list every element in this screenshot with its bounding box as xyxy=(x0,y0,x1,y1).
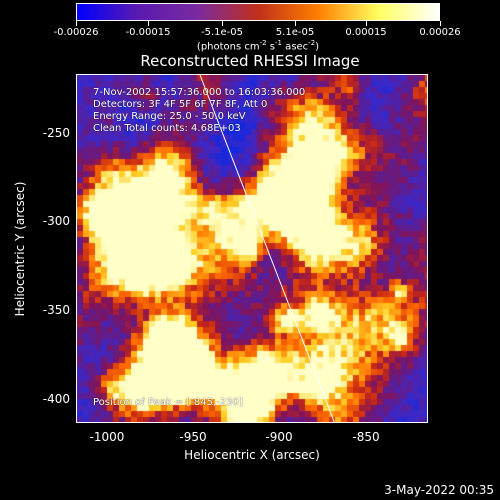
time-range-text: 7-Nov-2002 15:57:36.000 to 16:03:36.000 xyxy=(93,87,306,98)
rhessi-image xyxy=(77,75,427,422)
colorbar-tick xyxy=(76,21,77,26)
colorbar-tick-label: 0.00015 xyxy=(345,27,387,38)
colorbar-tick xyxy=(148,21,149,26)
detectors-text: Detectors: 3F 4F 5F 6F 7F 8F, Att 0 xyxy=(93,99,268,110)
colorbar-tick-label: -0.00026 xyxy=(53,27,99,38)
colorbar-tick xyxy=(295,21,296,26)
colorbar-tick-label: 0.00026 xyxy=(419,27,461,38)
y-tick-label: -250 xyxy=(42,126,70,140)
colorbar-tick xyxy=(222,21,223,26)
plot-title: Reconstructed RHESSI Image xyxy=(140,52,360,70)
x-tick-label: -1000 xyxy=(89,430,125,444)
y-axis-label: Heliocentric Y (arcsec) xyxy=(13,181,27,317)
x-tick-label: -900 xyxy=(265,430,293,444)
peak-position-text: Position of Peak = [-845,-230] xyxy=(93,397,243,408)
clean-counts-text: Clean Total counts: 4.68E+03 xyxy=(93,123,241,134)
colorbar-tick xyxy=(366,21,367,26)
limb-overlay xyxy=(199,75,335,422)
colorbar-unit-label: (photons cm-2 s-1 asec-2) xyxy=(196,39,320,53)
image-plot: 7-Nov-2002 15:57:36.000 to 16:03:36.000 … xyxy=(76,74,428,423)
y-tick-label: -300 xyxy=(42,214,70,228)
colorbar-tick xyxy=(440,21,441,26)
colorbar-tick-label: 5.1e-05 xyxy=(275,27,315,38)
y-tick-label: -400 xyxy=(42,392,70,406)
render-timestamp: 3-May-2022 00:35 xyxy=(384,483,494,497)
y-tick-label: -350 xyxy=(42,303,70,317)
x-tick-label: -950 xyxy=(179,430,207,444)
colorbar-tick-label: -5.1e-05 xyxy=(201,27,243,38)
x-tick-label: -850 xyxy=(352,430,380,444)
x-axis-label: Heliocentric X (arcsec) xyxy=(184,448,320,462)
colorbar-tick-label: -0.00015 xyxy=(125,27,171,38)
solar-limb-line xyxy=(199,75,335,422)
colorbar xyxy=(76,3,440,21)
energy-range-text: Energy Range: 25.0 - 50.0 keV xyxy=(93,111,246,122)
